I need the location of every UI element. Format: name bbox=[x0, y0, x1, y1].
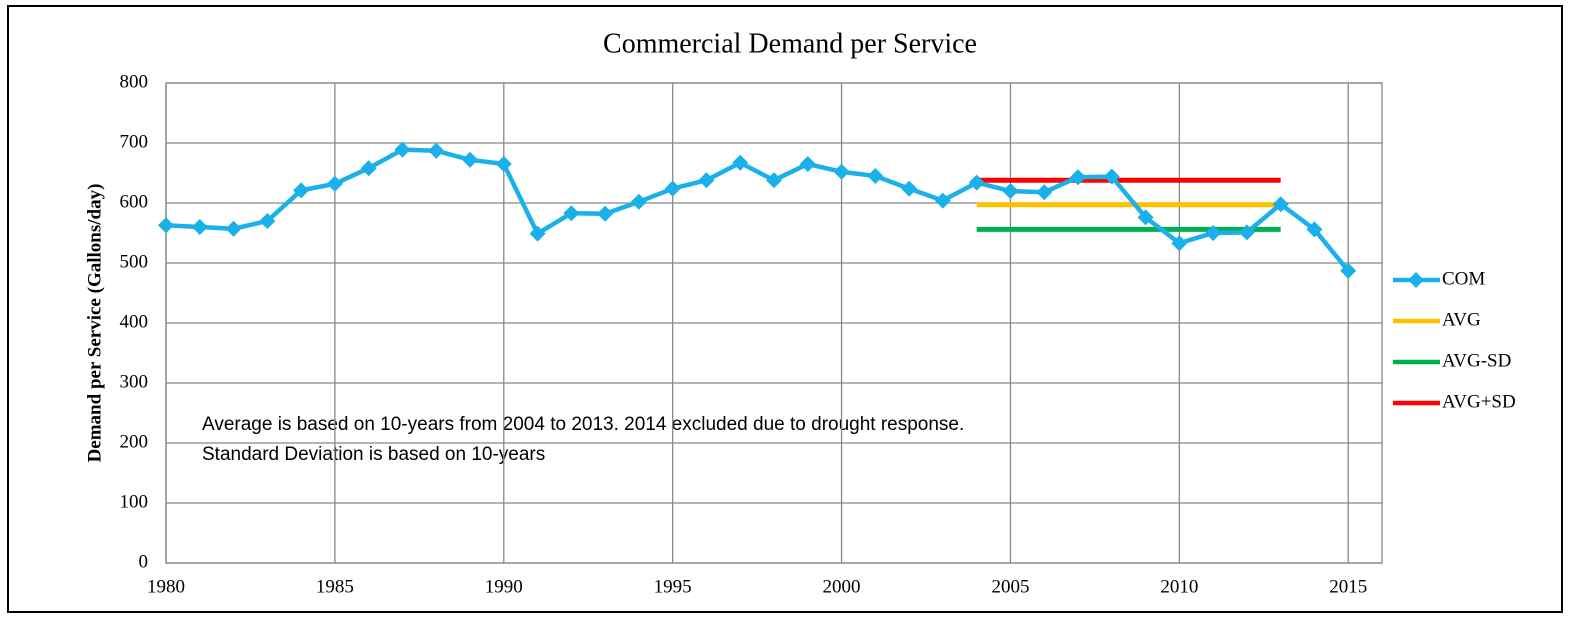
legend-marker bbox=[1408, 272, 1424, 288]
x-tick-label: 1995 bbox=[654, 576, 692, 597]
annotation: Standard Deviation is based on 10-years bbox=[202, 444, 545, 465]
point-marker bbox=[664, 180, 681, 197]
point-marker bbox=[732, 154, 749, 171]
point-marker bbox=[293, 182, 310, 199]
point-marker bbox=[1171, 235, 1188, 252]
y-tick-label: 600 bbox=[120, 191, 149, 212]
point-marker bbox=[360, 160, 377, 177]
plot-area bbox=[165, 82, 1383, 564]
point-marker bbox=[495, 156, 512, 172]
y-tick-label: 700 bbox=[120, 131, 149, 152]
annotation: Average is based on 10-years from 2004 t… bbox=[202, 414, 964, 435]
point-marker bbox=[934, 192, 951, 209]
y-tick-label: 400 bbox=[120, 311, 149, 332]
point-marker bbox=[597, 205, 614, 222]
point-marker bbox=[901, 180, 918, 197]
point-marker bbox=[1272, 196, 1289, 213]
legend-label: COM bbox=[1442, 268, 1485, 289]
point-marker bbox=[191, 219, 208, 235]
x-tick-label: 2010 bbox=[1160, 576, 1198, 597]
y-tick-label: 300 bbox=[120, 371, 149, 392]
point-marker bbox=[1306, 221, 1323, 238]
point-marker bbox=[225, 220, 242, 237]
point-marker bbox=[259, 213, 276, 229]
y-tick-label: 800 bbox=[120, 71, 149, 92]
y-axis-label: Demand per Service (Gallons/day) bbox=[84, 184, 105, 463]
x-tick-label: 2005 bbox=[991, 576, 1029, 597]
y-tick-label: 200 bbox=[120, 431, 149, 452]
point-marker bbox=[630, 193, 647, 210]
x-tick-label: 1990 bbox=[485, 576, 523, 597]
y-tick-label: 0 bbox=[139, 551, 149, 572]
chart-frame bbox=[7, 5, 1563, 613]
point-marker bbox=[563, 205, 580, 222]
point-marker bbox=[1002, 183, 1019, 199]
point-marker bbox=[833, 163, 850, 180]
point-marker bbox=[326, 175, 343, 192]
chart-title: Commercial Demand per Service bbox=[603, 28, 977, 59]
point-marker bbox=[1340, 262, 1357, 279]
x-tick-label: 2015 bbox=[1329, 576, 1367, 597]
legend-label: AVG+SD bbox=[1442, 391, 1516, 412]
point-marker bbox=[158, 217, 174, 234]
point-marker bbox=[529, 225, 546, 242]
point-marker bbox=[698, 172, 715, 189]
point-marker bbox=[1070, 169, 1086, 186]
x-tick-label: 1980 bbox=[147, 576, 185, 597]
y-tick-label: 500 bbox=[120, 251, 149, 272]
point-marker bbox=[1036, 184, 1053, 201]
point-marker bbox=[1137, 209, 1154, 226]
point-marker bbox=[968, 174, 985, 191]
point-marker bbox=[394, 141, 411, 158]
point-marker bbox=[867, 168, 884, 184]
point-marker bbox=[799, 156, 816, 172]
point-marker bbox=[1238, 224, 1255, 241]
point-marker bbox=[766, 172, 782, 189]
point-marker bbox=[462, 151, 478, 168]
x-tick-label: 1985 bbox=[316, 576, 354, 597]
y-tick-label: 100 bbox=[120, 491, 149, 512]
legend-label: AVG-SD bbox=[1442, 350, 1511, 371]
series-line bbox=[165, 147, 1350, 273]
point-marker bbox=[1205, 225, 1222, 241]
point-marker bbox=[428, 142, 445, 159]
legend-label: AVG bbox=[1442, 309, 1481, 330]
x-tick-label: 2000 bbox=[823, 576, 861, 597]
point-marker bbox=[1103, 168, 1120, 185]
